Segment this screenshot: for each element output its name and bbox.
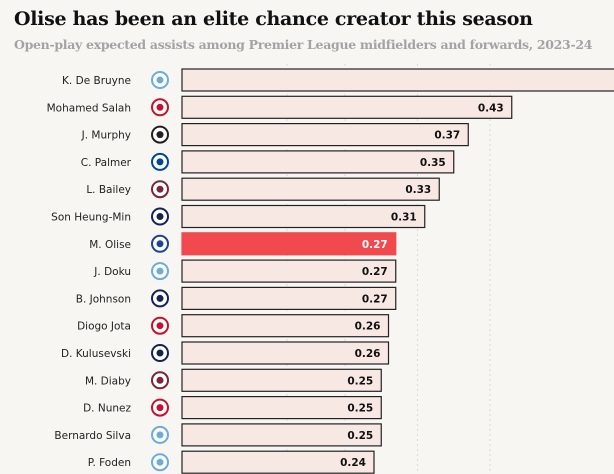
value-label: 0.27	[362, 266, 388, 278]
value-label: 0.27	[362, 239, 388, 251]
bar	[181, 286, 397, 310]
bar-highlight	[181, 232, 397, 256]
value-label: 0.25	[347, 375, 373, 387]
bar	[181, 368, 382, 392]
liverpool-crest-icon	[151, 316, 169, 335]
chart-title: Olise has been an elite chance creator t…	[14, 8, 533, 30]
bar	[181, 341, 390, 365]
value-label: 0.43	[478, 102, 504, 114]
player-label: J. Doku	[93, 266, 131, 278]
value-label: 0.31	[391, 212, 417, 224]
man-city-crest-icon	[151, 71, 169, 89]
bar	[181, 150, 455, 174]
chelsea-crest-icon	[151, 152, 169, 171]
tottenham-crest-icon	[151, 207, 169, 226]
player-label: Diogo Jota	[77, 321, 131, 333]
player-label: D. Nunez	[83, 403, 131, 415]
value-label: 0.26	[355, 321, 381, 333]
player-label: B. Johnson	[76, 293, 131, 305]
value-label: 0.35	[420, 157, 446, 169]
tottenham-crest-icon	[151, 344, 169, 362]
player-label: J. Murphy	[81, 130, 131, 142]
man-city-crest-icon	[151, 262, 169, 281]
liverpool-crest-icon	[151, 398, 169, 417]
bar	[181, 122, 469, 147]
player-label: K. De Bruyne	[62, 75, 131, 87]
value-label: 0.27	[362, 293, 388, 305]
bar	[181, 204, 426, 229]
bar	[181, 450, 375, 474]
man-city-crest-icon	[151, 453, 169, 472]
man-city-crest-icon	[151, 425, 169, 444]
player-label: C. Palmer	[81, 157, 132, 169]
bar	[181, 314, 390, 338]
player-label: Bernardo Silva	[54, 430, 131, 442]
value-label: 0.33	[405, 184, 431, 196]
player-label: L. Bailey	[86, 184, 131, 196]
bar	[181, 68, 614, 92]
player-label: Son Heung-Min	[51, 212, 131, 224]
bar	[181, 259, 397, 283]
aston-villa-crest-icon	[151, 180, 169, 199]
aston-villa-crest-icon	[151, 371, 169, 390]
chart-subtitle: Open-play expected assists among Premier…	[14, 37, 593, 52]
bar	[181, 177, 440, 201]
player-label: M. Diaby	[85, 375, 131, 387]
value-label: 0.37	[434, 130, 460, 142]
value-label: 0.26	[355, 348, 381, 360]
newcastle-crest-icon	[151, 125, 169, 144]
bar	[181, 423, 382, 447]
bar	[181, 95, 513, 119]
bar	[181, 396, 382, 420]
value-label: 0.25	[347, 430, 373, 442]
crystal-palace-crest-icon	[151, 234, 169, 253]
player-label: P. Foden	[88, 457, 131, 469]
player-label: D. Kulusevski	[61, 348, 131, 360]
value-label: 0.25	[347, 403, 373, 415]
tottenham-crest-icon	[151, 289, 169, 308]
value-label: 0.24	[340, 457, 366, 469]
player-label: Mohamed Salah	[47, 102, 131, 114]
liverpool-crest-icon	[151, 98, 169, 117]
player-label: M. Olise	[89, 239, 131, 251]
